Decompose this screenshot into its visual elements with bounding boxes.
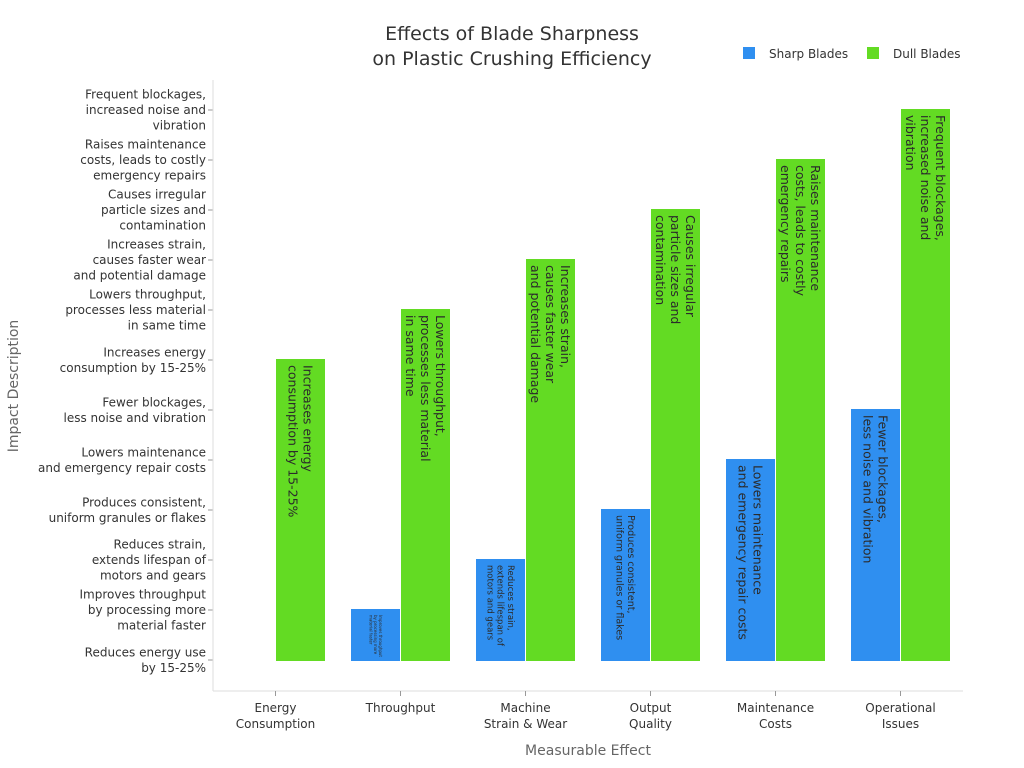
x-tick-label: Maintenance Costs (737, 701, 814, 731)
x-tick-label: Operational Issues (865, 701, 935, 731)
y-tick-label: Causes irregular particle sizes and contam… (101, 188, 206, 233)
y-tick-label: Produces consistent, uniform granules or … (49, 495, 206, 525)
y-axis-ticks: Reduces energy use by 15-25% Improves thro… (38, 88, 213, 675)
chart: Effects of Blade Sharpness on Plastic Cru… (0, 0, 1024, 768)
x-tick-label: Throughput (365, 701, 436, 715)
y-tick-label: Raises maintenance costs, leads to costly… (80, 138, 206, 183)
bar-label-group: Raises maintenancecosts, leads to costly… (778, 165, 823, 297)
y-tick-label: Fewer blockages, less noise and vibration (64, 395, 206, 425)
legend-swatch (867, 47, 879, 59)
legend: Sharp Blades Dull Blades (743, 47, 961, 61)
y-tick-label: Frequent blockages, increased noise and vi… (85, 88, 206, 133)
legend-label: Sharp Blades (769, 47, 848, 61)
y-tick-label: Increases energy consumption by 15-25% (60, 345, 206, 375)
chart-title: Effects of Blade Sharpness on Plastic Cru… (372, 23, 651, 70)
bar-labels: Increases energyconsumption by 15-25%Imp… (286, 115, 949, 657)
y-tick-label: Lowers throughput, processes less materia… (65, 288, 206, 333)
legend-label: Dull Blades (893, 47, 961, 61)
y-axis-label: Impact Description (6, 320, 22, 453)
axes (213, 80, 963, 691)
chart-title-line: Effects of Blade Sharpness (385, 23, 639, 45)
y-tick-label: Improves throughput by processing more mat… (80, 588, 207, 633)
x-tick-label: Output Quality (629, 701, 672, 731)
chart-title-line: on Plastic Crushing Efficiency (372, 48, 651, 70)
y-tick-label: Lowers maintenance and emergency repair c… (38, 445, 206, 475)
x-axis-label: Measurable Effect (525, 743, 651, 759)
x-tick-label: Machine Strain & Wear (484, 701, 567, 731)
bar-label: Raises maintenancecosts, leads to costly… (778, 165, 823, 297)
x-tick-label: Energy Consumption (236, 701, 315, 731)
x-axis-ticks: Energy Consumption Throughput Machine Strain… (236, 691, 936, 731)
legend-swatch (743, 47, 755, 59)
bars (276, 109, 950, 661)
y-tick-label: Reduces energy use by 15-25% (85, 645, 206, 675)
y-tick-label: Increases strain, causes faster wear and p… (73, 238, 206, 283)
y-tick-label: Reduces strain, extends lifespan of motors… (92, 538, 207, 583)
